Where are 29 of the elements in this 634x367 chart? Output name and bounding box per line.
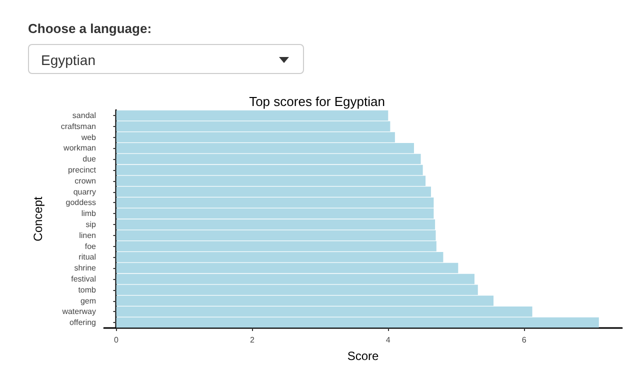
y-tick-label: foe (84, 242, 97, 251)
text: Choose a language: (28, 21, 152, 36)
y-tick-label: limb (81, 209, 97, 218)
y-tick-label: due (82, 154, 97, 164)
y-tick-label: workman (62, 144, 96, 153)
y-tick-label: offering (69, 318, 96, 328)
y-axis-title: Concept (31, 196, 45, 242)
x-tick-label: 6 (522, 336, 527, 344)
y-tick-label: web (80, 132, 97, 142)
y-tick-label: ritual (78, 252, 96, 262)
y-tick-label: waterway (61, 307, 96, 316)
y-tick-label: shrine (74, 264, 97, 273)
y-tick-label: tomb (78, 285, 97, 294)
y-tick-label: precinct (68, 165, 97, 174)
x-tick-label: 0 (114, 336, 120, 344)
chart-title: Top scores for Egyptian (249, 94, 385, 109)
x-tick-label: 2 (250, 336, 255, 344)
y-tick-label: crown (74, 176, 96, 186)
y-tick-label: craftsman (60, 122, 96, 131)
y-tick-label: festival (71, 274, 96, 284)
y-tick-label: gem (80, 296, 96, 306)
y-tick-label: sandal (72, 110, 96, 120)
x-tick-label: 4 (386, 336, 391, 344)
y-tick-label: goddess (66, 198, 96, 208)
y-tick-label: linen (79, 230, 96, 240)
y-tick-label: sip (86, 220, 97, 229)
language-dropdown: Egyptian (28, 44, 304, 74)
x-axis-title: Score (347, 349, 379, 363)
y-tick-label: quarry (73, 187, 96, 196)
